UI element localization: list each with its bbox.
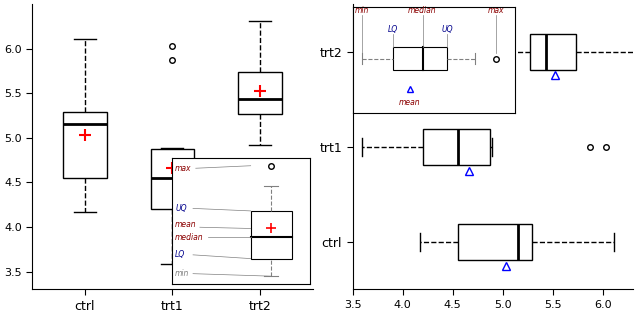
PathPatch shape bbox=[424, 129, 490, 165]
PathPatch shape bbox=[238, 72, 282, 114]
PathPatch shape bbox=[150, 150, 194, 209]
PathPatch shape bbox=[458, 224, 532, 260]
PathPatch shape bbox=[529, 34, 576, 70]
PathPatch shape bbox=[63, 112, 107, 178]
